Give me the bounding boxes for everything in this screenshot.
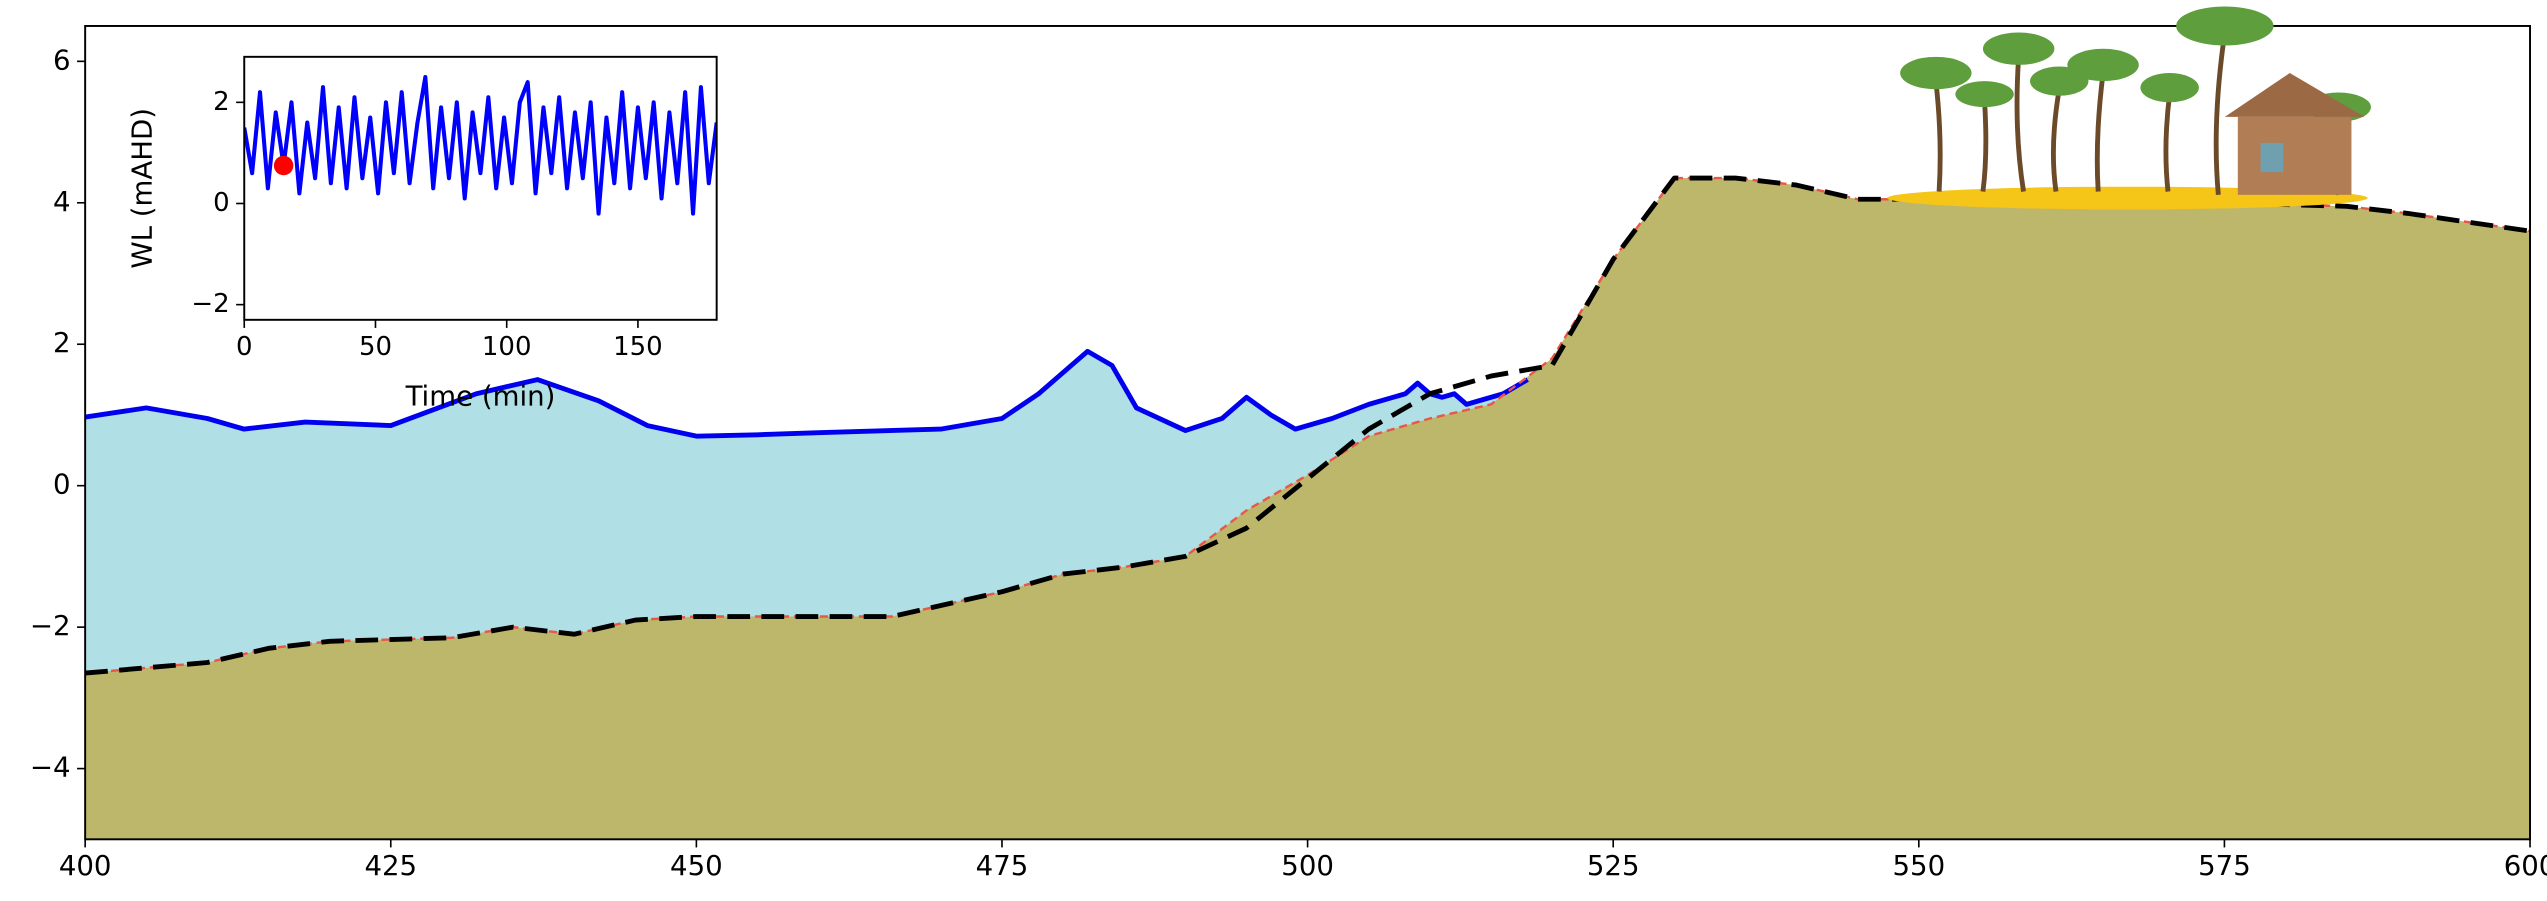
y-axis-label: WL (mAHD) [126,108,159,269]
x-tick-label: 450 [670,849,723,882]
x-tick-label: 425 [364,849,417,882]
y-tick-label: 2 [213,87,230,117]
marker [274,156,293,175]
x-tick-label: 400 [59,849,112,882]
solid-line [85,351,1527,436]
x-axis-label: Time (min) [405,380,556,413]
x-tick-label: 475 [976,849,1029,882]
chart: 400425450475500525550575600−4−20246 0501… [0,0,2547,901]
x-tick-label: 0 [236,332,253,362]
x-tick-label: 50 [359,332,392,362]
y-tick-label: 2 [53,326,71,359]
x-tick-label: 500 [1281,849,1334,882]
y-tick-label: −4 [30,751,71,784]
y-tick-label: 6 [53,43,71,76]
y-tick-label: 0 [53,468,71,501]
x-tick-label: 575 [2198,849,2251,882]
y-tick-label: −2 [191,289,229,319]
inset-background [244,57,716,320]
x-tick-label: 100 [482,332,532,362]
x-tick-label: 525 [1587,849,1640,882]
x-tick-label: 550 [1892,849,1945,882]
hut [2225,73,2365,195]
x-tick-label: 600 [2504,849,2547,882]
beach-illustration [1887,6,2371,209]
y-tick-label: −2 [30,609,71,642]
x-tick-label: 150 [613,332,663,362]
y-tick-label: 4 [53,185,71,218]
y-tick-label: 0 [213,188,230,218]
